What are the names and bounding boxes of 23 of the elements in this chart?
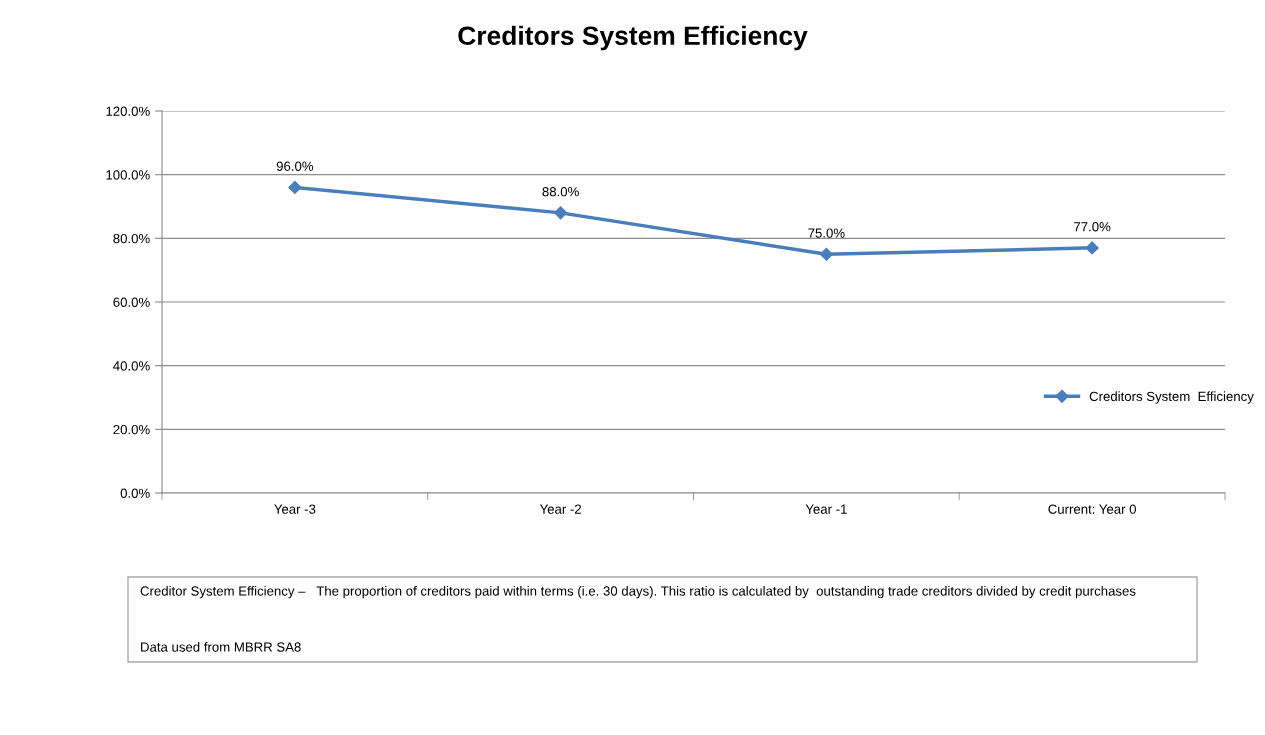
x-tick-label: Current: Year 0 [1048, 504, 1136, 514]
y-tick-label: 120.0% [106, 106, 150, 116]
y-tick-label: 100.0% [106, 170, 150, 180]
legend-label: Creditors System Efficiency [1089, 391, 1254, 404]
y-tick-label: 80.0% [113, 233, 150, 244]
data-label: 96.0% [276, 161, 314, 171]
x-tick-label: Year -1 [805, 504, 847, 514]
data-label: 75.0% [808, 228, 845, 238]
text: Data used from MBRR SA8 [141, 642, 301, 652]
point [1085, 241, 1099, 255]
point [819, 247, 833, 261]
y-tick-label: 20.0% [113, 424, 150, 435]
chart-title: Creditors System Efficiency [458, 25, 808, 51]
y-tick-label: 40.0% [113, 361, 150, 371]
data-label: 77.0% [1074, 222, 1111, 232]
text: Creditor System Efficiency – The proportion of creditors paid within terms (i.e. 30 days). This ratio is calculated by outstanding trade creditors divided by credit purchases [140, 586, 1136, 599]
point [554, 206, 568, 220]
y-tick-label: 60.0% [113, 297, 150, 307]
x-tick-label: Year -2 [539, 504, 581, 514]
x-tick-label: Year -3 [274, 504, 316, 514]
data-label: 88.0% [542, 187, 579, 197]
point [288, 180, 302, 194]
y-tick-label: 0.0% [120, 488, 150, 498]
